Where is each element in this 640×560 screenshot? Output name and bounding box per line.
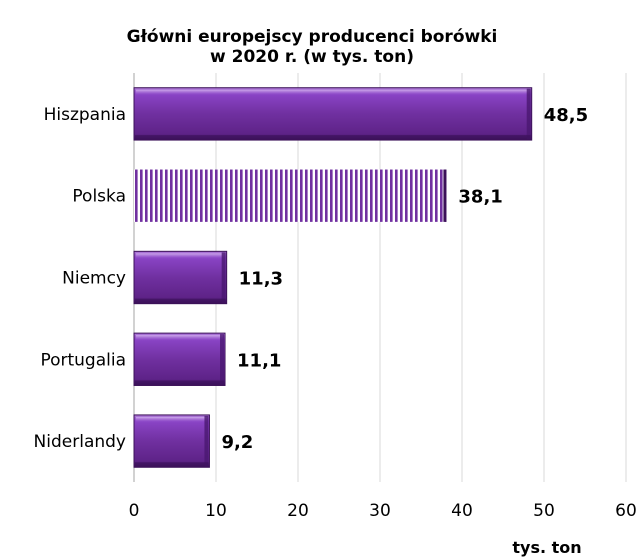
bar-niemcy <box>133 250 228 305</box>
bar-bevel-bottom <box>135 462 209 467</box>
bar-bevel-top <box>136 253 225 260</box>
bar-edge <box>443 169 447 222</box>
x-tick-label: 30 <box>369 501 391 521</box>
bar-bevel-bottom <box>135 135 531 140</box>
bar-polska <box>134 169 447 222</box>
x-tick-label: 10 <box>205 501 227 521</box>
bar-rect <box>133 250 228 305</box>
chart-title-line-1: Główni europejscy producenci borówki <box>127 27 498 47</box>
value-label: 48,5 <box>544 105 588 126</box>
bar-bevel-bottom <box>135 380 225 385</box>
bar-hiszpania <box>133 87 533 141</box>
value-label: 11,3 <box>239 269 283 290</box>
bar-niderlandy <box>133 414 210 468</box>
value-label: 9,2 <box>221 432 253 453</box>
category-label: Niderlandy <box>34 432 126 452</box>
bar-rect <box>134 169 447 222</box>
bar-bevel-right <box>204 415 209 467</box>
x-tick-label: 20 <box>287 501 309 521</box>
x-axis-unit-label: tys. ton <box>512 538 581 557</box>
x-tick-label: 60 <box>615 501 637 521</box>
x-tick-label: 50 <box>533 501 555 521</box>
category-label: Polska <box>72 187 126 207</box>
bar-portugalia <box>133 332 226 386</box>
category-label: Niemcy <box>62 269 126 289</box>
gridlines <box>133 73 627 482</box>
value-label: 11,1 <box>237 350 281 371</box>
bars <box>133 87 533 468</box>
bar-bevel-right <box>221 252 226 303</box>
category-label: Hiszpania <box>44 105 126 125</box>
value-label: 38,1 <box>458 187 502 208</box>
bar-bevel-right <box>526 88 531 140</box>
x-tick-label: 0 <box>129 501 140 521</box>
category-label: Portugalia <box>40 350 126 370</box>
chart-title: Główni europejscy producenci borówki w 2… <box>127 27 498 67</box>
bar-bevel-top <box>136 335 224 342</box>
chart-title-line-2: w 2020 r. (w tys. ton) <box>210 47 414 67</box>
bar-bevel-bottom <box>135 298 226 303</box>
bar-rect <box>133 414 210 468</box>
bar-bevel-top <box>136 416 208 423</box>
labels: 0 10 20 30 40 50 60 Hiszpania 48,5 Polska 38,1 Niem… <box>34 105 637 521</box>
bar-bevel-right <box>220 334 225 385</box>
x-tick-label: 40 <box>451 501 473 521</box>
bar-rect <box>133 332 226 386</box>
bar-bevel-top <box>136 89 530 96</box>
bar-rect <box>133 87 533 141</box>
